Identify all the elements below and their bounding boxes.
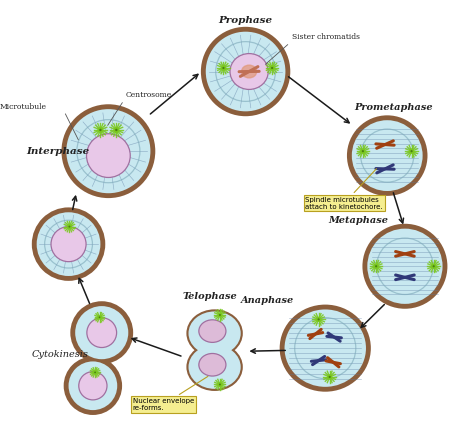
Text: Interphase: Interphase bbox=[26, 147, 89, 156]
Ellipse shape bbox=[374, 264, 379, 269]
Ellipse shape bbox=[64, 357, 122, 415]
Ellipse shape bbox=[113, 127, 119, 133]
Ellipse shape bbox=[363, 224, 447, 309]
Ellipse shape bbox=[352, 120, 423, 191]
Text: Telophase: Telophase bbox=[183, 292, 237, 301]
Ellipse shape bbox=[69, 361, 117, 410]
Ellipse shape bbox=[219, 314, 221, 316]
Ellipse shape bbox=[206, 32, 285, 111]
Ellipse shape bbox=[36, 212, 100, 276]
Ellipse shape bbox=[99, 317, 100, 318]
Ellipse shape bbox=[97, 315, 101, 319]
Ellipse shape bbox=[201, 27, 290, 116]
Ellipse shape bbox=[99, 129, 101, 131]
Ellipse shape bbox=[328, 376, 331, 378]
Ellipse shape bbox=[360, 149, 365, 154]
Ellipse shape bbox=[189, 345, 241, 389]
Text: Nuclear envelope
re-forms.: Nuclear envelope re-forms. bbox=[133, 377, 208, 411]
Ellipse shape bbox=[70, 301, 133, 364]
Ellipse shape bbox=[115, 129, 118, 131]
Ellipse shape bbox=[218, 313, 222, 317]
Ellipse shape bbox=[409, 149, 414, 154]
Ellipse shape bbox=[189, 311, 241, 355]
Ellipse shape bbox=[94, 372, 96, 373]
Ellipse shape bbox=[433, 265, 435, 267]
Ellipse shape bbox=[230, 54, 268, 89]
Ellipse shape bbox=[410, 150, 413, 152]
Ellipse shape bbox=[431, 264, 437, 269]
Text: Anaphase: Anaphase bbox=[241, 296, 294, 305]
Ellipse shape bbox=[375, 265, 377, 267]
Text: Microtubule: Microtubule bbox=[0, 103, 46, 111]
Ellipse shape bbox=[222, 67, 225, 69]
Ellipse shape bbox=[221, 65, 226, 71]
Ellipse shape bbox=[67, 224, 72, 229]
Ellipse shape bbox=[32, 207, 105, 281]
Text: Prometaphase: Prometaphase bbox=[355, 103, 433, 112]
Ellipse shape bbox=[270, 65, 275, 71]
Text: Metaphase: Metaphase bbox=[328, 216, 389, 225]
Ellipse shape bbox=[318, 318, 320, 321]
Ellipse shape bbox=[316, 317, 321, 322]
Ellipse shape bbox=[186, 343, 243, 391]
Ellipse shape bbox=[62, 104, 155, 198]
Ellipse shape bbox=[218, 382, 222, 387]
Text: Prophase: Prophase bbox=[219, 16, 273, 25]
Text: Spindle microtubules
attach to kinetochore.: Spindle microtubules attach to kinetocho… bbox=[305, 169, 383, 210]
Ellipse shape bbox=[87, 134, 130, 178]
Ellipse shape bbox=[75, 306, 128, 359]
Ellipse shape bbox=[284, 309, 366, 387]
Ellipse shape bbox=[219, 384, 221, 385]
Text: Sister chromatids: Sister chromatids bbox=[292, 33, 360, 41]
Ellipse shape bbox=[87, 318, 117, 348]
Ellipse shape bbox=[367, 229, 443, 304]
Ellipse shape bbox=[66, 109, 150, 193]
Ellipse shape bbox=[242, 65, 257, 78]
Ellipse shape bbox=[199, 353, 226, 376]
Ellipse shape bbox=[68, 226, 71, 228]
Ellipse shape bbox=[347, 115, 428, 196]
Ellipse shape bbox=[186, 309, 243, 357]
Ellipse shape bbox=[362, 150, 364, 152]
Ellipse shape bbox=[280, 305, 371, 392]
Ellipse shape bbox=[271, 67, 273, 69]
Text: Cytokinesis: Cytokinesis bbox=[31, 350, 88, 359]
Ellipse shape bbox=[79, 372, 107, 400]
Ellipse shape bbox=[51, 226, 86, 262]
Ellipse shape bbox=[327, 374, 332, 380]
Ellipse shape bbox=[93, 370, 97, 374]
Text: Centrosome: Centrosome bbox=[125, 91, 172, 99]
Ellipse shape bbox=[98, 127, 103, 133]
Ellipse shape bbox=[199, 320, 226, 342]
